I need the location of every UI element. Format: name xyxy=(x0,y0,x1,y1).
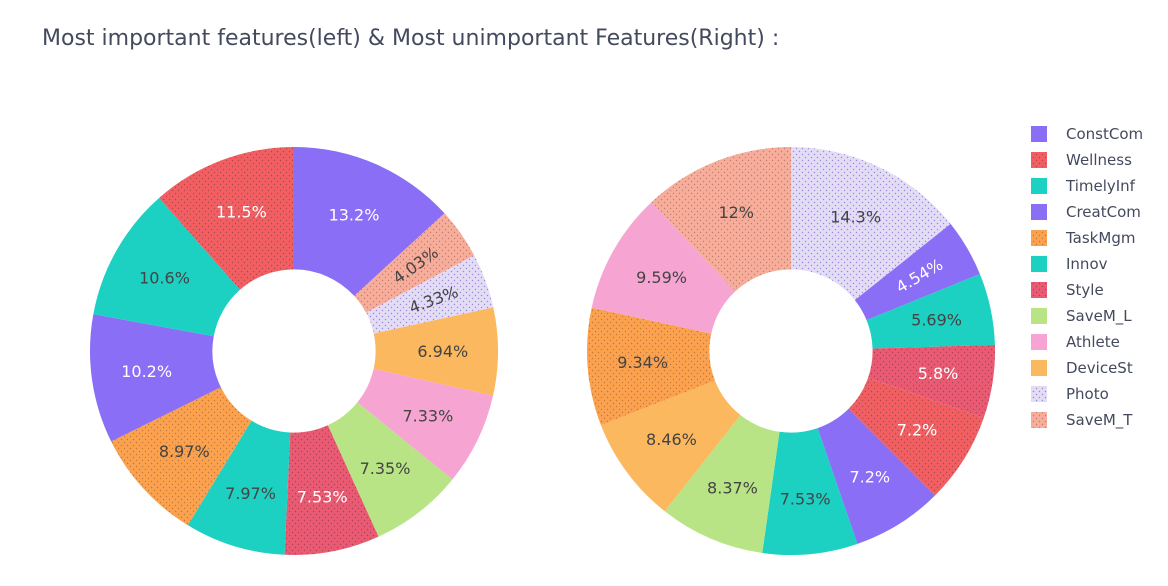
legend-swatch xyxy=(1031,152,1047,168)
legend-swatch xyxy=(1031,230,1047,246)
pie-slice-athlete[interactable] xyxy=(357,368,494,480)
pie-slice-devicest[interactable] xyxy=(600,380,741,512)
legend-swatch xyxy=(1031,412,1047,428)
legend-item-timelyinf[interactable]: TimelyInf xyxy=(1031,177,1136,195)
legend-item-athlete[interactable]: Athlete xyxy=(1031,333,1120,351)
legend: ConstCom Wellness TimelyInf CreatCom TaskMgm… xyxy=(1031,125,1143,430)
pie-slice-timelyinf[interactable] xyxy=(93,198,241,337)
legend-label: TimelyInf xyxy=(1065,177,1136,195)
slice-label-wellness: 11.5% xyxy=(216,202,267,221)
legend-swatch xyxy=(1031,178,1047,194)
legend-swatch xyxy=(1031,282,1047,298)
legend-swatch xyxy=(1031,334,1047,350)
pie-right: 14.3%4.54%5.69%5.8%7.2%7.2%7.53%8.37%8.4… xyxy=(587,147,995,555)
slice-label-photo: 14.3% xyxy=(830,207,881,226)
legend-item-photo[interactable]: Photo xyxy=(1031,385,1109,403)
slice-label-taskmgm: 8.97% xyxy=(159,442,210,461)
pie-slice-taskmgm[interactable] xyxy=(111,387,252,526)
legend-label: DeviceSt xyxy=(1066,359,1133,377)
pie-slice-devicest[interactable] xyxy=(373,307,499,396)
slice-label-savem-l: 7.35% xyxy=(360,459,411,478)
slice-label-style: 7.53% xyxy=(297,488,348,507)
pie-slice-creatcom[interactable] xyxy=(854,223,980,321)
pie-slice-photo[interactable] xyxy=(366,255,494,334)
legend-label: SaveM_L xyxy=(1066,307,1132,326)
legend-label: Athlete xyxy=(1066,333,1120,351)
pie-slice-savem-t[interactable] xyxy=(651,147,791,292)
pie-slice-wellness[interactable] xyxy=(159,147,294,290)
pie-slice-taskmgm[interactable] xyxy=(587,307,715,426)
legend-label: TaskMgm xyxy=(1065,229,1135,247)
legend-item-taskmgm[interactable]: TaskMgm xyxy=(1031,229,1135,247)
legend-swatch xyxy=(1031,386,1047,402)
slice-label-savem-t: 12% xyxy=(718,203,754,222)
slice-label-timelyinf: 7.53% xyxy=(780,490,831,509)
slice-label-savem-l: 8.37% xyxy=(707,478,758,497)
legend-item-style[interactable]: Style xyxy=(1031,281,1104,299)
legend-label: CreatCom xyxy=(1066,203,1141,221)
legend-item-savem-l[interactable]: SaveM_L xyxy=(1031,307,1132,326)
pie-slice-savem-t[interactable] xyxy=(354,213,475,313)
legend-item-savem-t[interactable]: SaveM_T xyxy=(1031,411,1133,430)
pie-slice-constcom[interactable] xyxy=(817,408,936,544)
slice-label-constcom: 7.2% xyxy=(849,468,890,487)
slice-label-creatcom: 10.2% xyxy=(121,362,172,381)
pie-slice-photo[interactable] xyxy=(791,147,951,301)
legend-item-wellness[interactable]: Wellness xyxy=(1031,151,1132,169)
slice-label-constcom: 13.2% xyxy=(329,205,380,224)
chart-title: Most important features(left) & Most uni… xyxy=(42,26,780,51)
legend-item-innov[interactable]: Innov xyxy=(1031,255,1108,273)
legend-swatch xyxy=(1031,256,1047,272)
pie-left: 13.2%4.03%4.33%6.94%7.33%7.35%7.53%7.97%… xyxy=(90,147,499,555)
pie-slice-innov[interactable] xyxy=(187,420,291,555)
slice-label-athlete: 7.33% xyxy=(402,406,453,425)
legend-swatch xyxy=(1031,126,1047,142)
slice-label-innov: 5.69% xyxy=(911,311,962,330)
legend-item-creatcom[interactable]: CreatCom xyxy=(1031,203,1141,221)
legend-item-constcom[interactable]: ConstCom xyxy=(1031,125,1143,143)
pie-slice-timelyinf[interactable] xyxy=(762,428,858,555)
pie-slice-savem-l[interactable] xyxy=(327,402,453,537)
pie-slice-style[interactable] xyxy=(868,344,995,418)
legend-swatch xyxy=(1031,204,1047,220)
legend-item-devicest[interactable]: DeviceSt xyxy=(1031,359,1133,377)
legend-label: Style xyxy=(1066,281,1104,299)
legend-label: ConstCom xyxy=(1066,125,1143,143)
pie-slice-constcom[interactable] xyxy=(294,147,445,296)
legend-swatch xyxy=(1031,308,1047,324)
legend-swatch xyxy=(1031,360,1047,376)
slice-label-athlete: 9.59% xyxy=(636,268,687,287)
pie-slice-style[interactable] xyxy=(284,425,379,555)
slice-label-taskmgm: 9.34% xyxy=(617,353,668,372)
pie-slice-innov[interactable] xyxy=(866,273,995,349)
slice-label-wellness: 7.2% xyxy=(897,421,938,440)
pie-slice-savem-l[interactable] xyxy=(664,415,780,553)
legend-label: Photo xyxy=(1066,385,1109,403)
pie-slice-creatcom[interactable] xyxy=(90,314,221,442)
slice-label-devicest: 8.46% xyxy=(646,430,697,449)
legend-label: Wellness xyxy=(1066,151,1132,169)
slice-label-innov: 7.97% xyxy=(225,484,276,503)
slice-label-devicest: 6.94% xyxy=(417,342,468,361)
slice-label-style: 5.8% xyxy=(918,364,959,383)
legend-label: Innov xyxy=(1066,255,1108,273)
pie-slice-wellness[interactable] xyxy=(848,377,984,496)
legend-label: SaveM_T xyxy=(1066,411,1133,430)
pie-slice-athlete[interactable] xyxy=(591,202,736,334)
slice-label-timelyinf: 10.6% xyxy=(139,268,190,287)
